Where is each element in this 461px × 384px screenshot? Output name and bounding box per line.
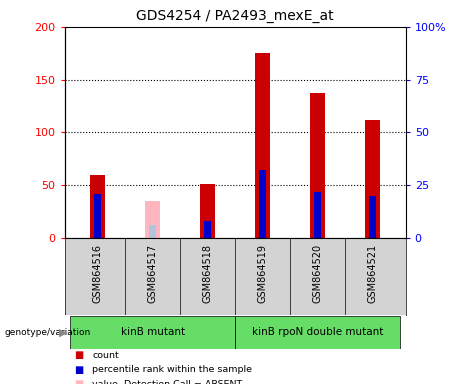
Bar [149, 225, 156, 238]
Text: ■: ■ [74, 350, 83, 360]
Bar [260, 170, 266, 238]
Bar [90, 175, 105, 238]
Text: GSM864518: GSM864518 [202, 244, 213, 303]
Bar [310, 93, 325, 238]
Text: GSM864516: GSM864516 [93, 244, 102, 303]
Bar [204, 221, 211, 238]
Text: GSM864517: GSM864517 [148, 244, 158, 303]
Text: kinB rpoN double mutant: kinB rpoN double mutant [252, 327, 384, 337]
Text: value, Detection Call = ABSENT: value, Detection Call = ABSENT [92, 380, 242, 384]
Bar [94, 194, 101, 238]
Bar [145, 201, 160, 238]
Text: GSM864519: GSM864519 [258, 244, 268, 303]
Bar [235, 316, 400, 349]
Text: GSM864520: GSM864520 [313, 244, 323, 303]
Text: kinB mutant: kinB mutant [120, 327, 185, 337]
Bar [314, 192, 321, 238]
Text: genotype/variation: genotype/variation [5, 328, 91, 337]
Title: GDS4254 / PA2493_mexE_at: GDS4254 / PA2493_mexE_at [136, 9, 334, 23]
Text: percentile rank within the sample: percentile rank within the sample [92, 365, 252, 374]
Bar [200, 184, 215, 238]
Text: GSM864521: GSM864521 [368, 244, 378, 303]
Bar [365, 120, 380, 238]
Text: ■: ■ [74, 379, 83, 384]
Text: ▶: ▶ [59, 327, 67, 337]
Bar [255, 53, 270, 238]
Bar [369, 196, 376, 238]
Bar [70, 316, 235, 349]
Text: count: count [92, 351, 119, 360]
Text: ■: ■ [74, 365, 83, 375]
